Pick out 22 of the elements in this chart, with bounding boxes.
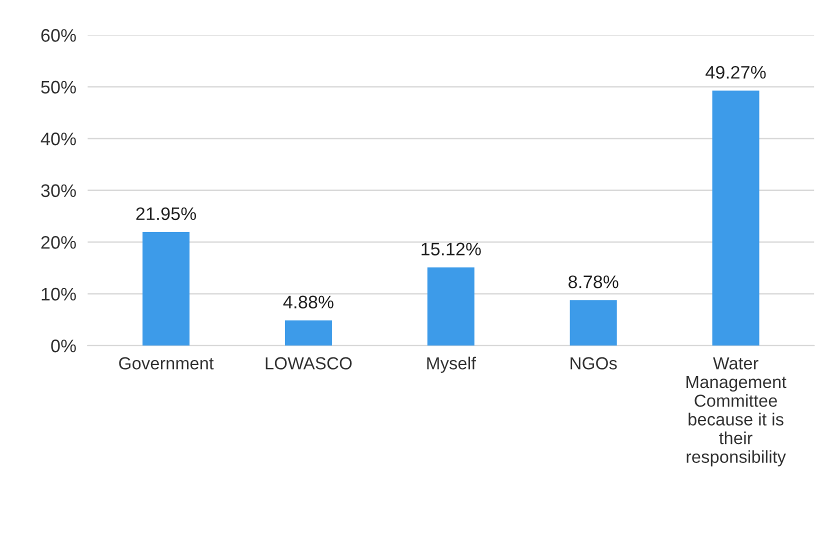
x-tick-label: Water Management Committee because it is their responsibility xyxy=(686,357,786,466)
y-tick-label: 0% xyxy=(51,340,76,352)
data-label: 4.88% xyxy=(283,296,334,308)
x-tick-label: LOWASCO xyxy=(266,357,352,370)
data-label: 15.12% xyxy=(422,242,481,256)
x-tick-label: Government xyxy=(119,357,214,370)
bar xyxy=(570,300,617,346)
y-tick-label: 20% xyxy=(41,236,76,249)
y-tick-label: 40% xyxy=(40,132,76,146)
bar xyxy=(712,90,760,346)
data-label: 49.27% xyxy=(706,66,766,79)
data-label: 8.78% xyxy=(568,275,618,288)
x-tick-label: Myself xyxy=(427,356,476,373)
bar xyxy=(142,232,190,346)
y-tick-label: 10% xyxy=(42,288,76,301)
y-tick-label: 50% xyxy=(41,80,76,94)
bar xyxy=(427,267,474,346)
x-tick-label: NGOs xyxy=(570,357,617,370)
bar xyxy=(284,320,332,346)
data-label: 21.95% xyxy=(136,207,196,220)
y-tick-label: 30% xyxy=(41,184,76,198)
y-tick-label: 60% xyxy=(41,29,76,42)
